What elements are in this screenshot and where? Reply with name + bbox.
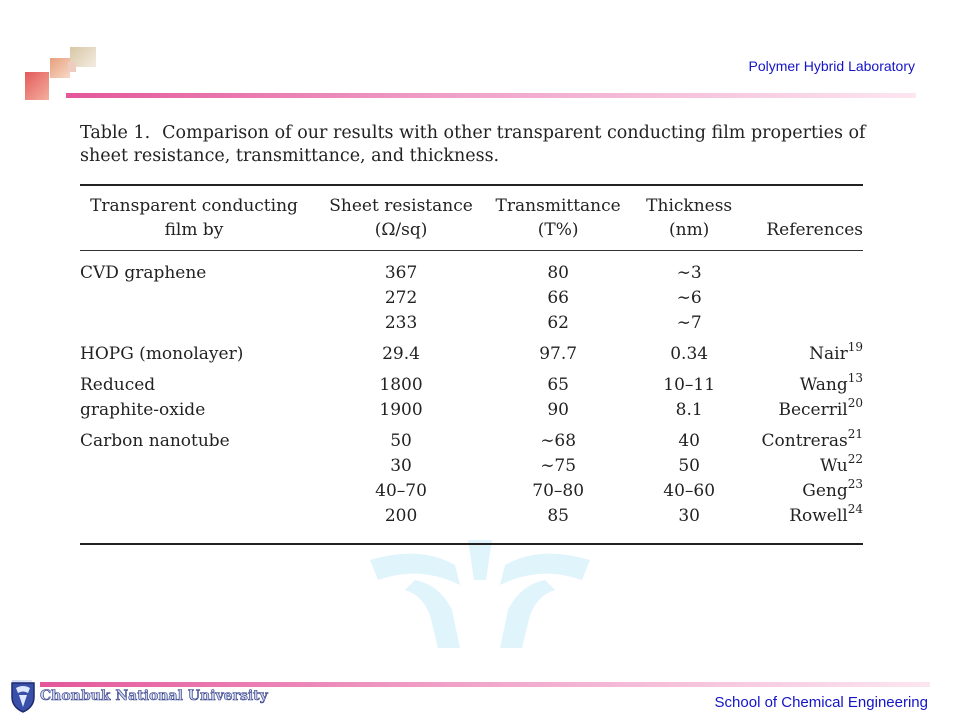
cell-thickness: ∼3 bbox=[676, 263, 702, 283]
cell-film bbox=[80, 504, 323, 544]
decor-square bbox=[50, 58, 70, 78]
table-row: HOPG (monolayer) 29.4 97.7 0.34 Nair19 bbox=[80, 336, 863, 367]
table-row: 272 66 ∼6 bbox=[80, 286, 863, 311]
cell-transmittance: 65 bbox=[547, 375, 569, 395]
cell-thickness: 30 bbox=[678, 506, 700, 526]
table-row: CVD graphene 367 80 ∼3 bbox=[80, 251, 863, 287]
cell-transmittance: 70–80 bbox=[532, 481, 585, 501]
cell-film: CVD graphene bbox=[80, 263, 207, 283]
cell-sheet-resistance: 40–70 bbox=[375, 481, 427, 501]
table-row: Carbon nanotube 50 ∼68 40 Contreras21 bbox=[80, 423, 863, 454]
cell-film: HOPG (monolayer) bbox=[80, 344, 244, 364]
cell-film: Reduced bbox=[80, 375, 156, 395]
cell-sheet-resistance: 200 bbox=[384, 506, 418, 526]
table-row: 233 62 ∼7 bbox=[80, 311, 863, 336]
cell-sheet-resistance: 1900 bbox=[379, 400, 423, 420]
cell-transmittance: 85 bbox=[547, 506, 569, 526]
cell-transmittance: ∼75 bbox=[540, 456, 577, 476]
cell-film: Carbon nanotube bbox=[80, 431, 230, 451]
cell-transmittance: 90 bbox=[547, 400, 569, 420]
decor-square bbox=[70, 47, 96, 67]
column-header: Transparent conducting film by bbox=[80, 185, 323, 251]
cell-reference: Wu22 bbox=[819, 452, 863, 476]
lab-title: Polymer Hybrid Laboratory bbox=[748, 58, 915, 74]
cell-transmittance: 66 bbox=[547, 288, 569, 308]
cell-film bbox=[80, 479, 323, 504]
cell-reference: Wang13 bbox=[799, 371, 863, 395]
results-table: Transparent conducting film by Sheet resi… bbox=[80, 184, 863, 545]
cell-film: graphite-oxide bbox=[80, 400, 206, 420]
column-header: Transmittance (T%) bbox=[479, 185, 638, 251]
cell-reference: Geng23 bbox=[802, 477, 863, 501]
cell-reference bbox=[741, 251, 863, 287]
university-watermark-icon bbox=[370, 540, 590, 648]
table-caption: Table 1. Comparison of our results with o… bbox=[80, 122, 870, 168]
cell-sheet-resistance: 30 bbox=[390, 456, 412, 476]
cell-thickness: ∼6 bbox=[676, 288, 702, 308]
cell-thickness: 40 bbox=[678, 431, 700, 451]
university-emblem-icon bbox=[11, 682, 35, 713]
cell-sheet-resistance: 50 bbox=[390, 431, 412, 451]
cell-transmittance: 62 bbox=[547, 313, 569, 333]
cell-thickness: 50 bbox=[678, 456, 700, 476]
cell-thickness: 8.1 bbox=[675, 400, 703, 420]
cell-film bbox=[80, 454, 323, 479]
table-row: Reduced 1800 65 10–11 Wang13 bbox=[80, 367, 863, 398]
cell-transmittance: 80 bbox=[547, 263, 569, 283]
table-row: 30 ∼75 50 Wu22 bbox=[80, 452, 863, 479]
cell-reference: Rowell24 bbox=[789, 502, 863, 526]
cell-reference bbox=[741, 311, 863, 336]
table-row: graphite-oxide 1900 90 8.1 Becerril20 bbox=[80, 396, 863, 423]
cell-sheet-resistance: 272 bbox=[384, 288, 418, 308]
table-row: 40–70 70–80 40–60 Geng23 bbox=[80, 477, 863, 504]
cell-reference: Becerril20 bbox=[778, 396, 863, 420]
footer-divider bbox=[40, 682, 930, 687]
column-header: Thickness (nm) bbox=[637, 185, 742, 251]
cell-thickness: ∼7 bbox=[676, 313, 702, 333]
column-header: Sheet resistance (Ω/sq) bbox=[322, 185, 480, 251]
cell-sheet-resistance: 233 bbox=[384, 313, 418, 333]
university-name: Chonbuk National University bbox=[40, 688, 268, 705]
cell-sheet-resistance: 367 bbox=[384, 263, 418, 283]
cell-reference bbox=[741, 286, 863, 311]
decor-square bbox=[68, 62, 76, 72]
decor-square bbox=[25, 72, 49, 100]
cell-thickness: 10–11 bbox=[663, 375, 716, 395]
school-name: School of Chemical Engineering bbox=[714, 694, 928, 711]
cell-reference: Nair19 bbox=[809, 340, 863, 364]
caption-label: Table 1. bbox=[80, 123, 151, 143]
cell-sheet-resistance: 1800 bbox=[379, 375, 423, 395]
cell-thickness: 0.34 bbox=[670, 344, 709, 364]
caption-text: Comparison of our results with other tra… bbox=[80, 123, 866, 166]
cell-film bbox=[80, 311, 323, 336]
cell-film bbox=[80, 286, 323, 311]
university-logo: Chonbuk National University bbox=[10, 676, 268, 716]
cell-transmittance: 97.7 bbox=[539, 344, 578, 364]
cell-transmittance: ∼68 bbox=[540, 431, 577, 451]
cell-reference: Contreras21 bbox=[761, 427, 863, 451]
header-divider bbox=[66, 93, 916, 98]
table-row: 200 85 30 Rowell24 bbox=[80, 502, 863, 544]
table-header-row: Transparent conducting film by Sheet resi… bbox=[80, 185, 863, 251]
column-header: References bbox=[741, 185, 863, 251]
cell-thickness: 40–60 bbox=[663, 481, 716, 501]
cell-sheet-resistance: 29.4 bbox=[382, 344, 420, 364]
